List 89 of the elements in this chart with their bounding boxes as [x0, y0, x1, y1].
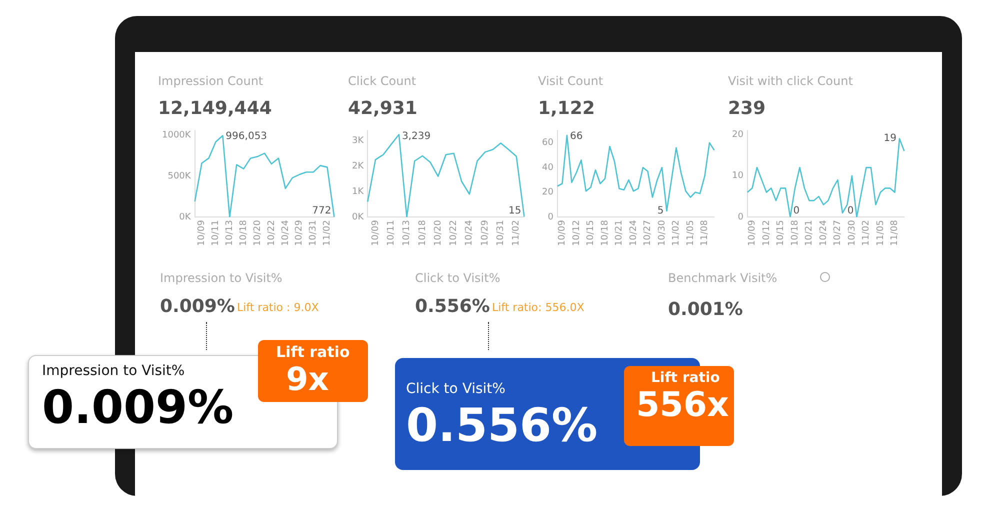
y-tick-label: 20 — [542, 188, 554, 198]
chart-title: Click Count — [348, 74, 418, 88]
chart-subtitle: 239 — [728, 98, 767, 119]
x-tick-label: 10/22 — [266, 220, 277, 246]
data-label: 66 — [570, 130, 583, 142]
x-tick-label: 10/18 — [418, 220, 428, 246]
x-tick-label: 10/30 — [847, 220, 858, 246]
text: Impression to Visit% — [42, 363, 185, 380]
chart-subtitle: 1,122 — [538, 98, 596, 119]
x-tick-label: 10/09 — [370, 220, 381, 246]
x-tick-label: 10/21 — [614, 220, 625, 246]
x-tick-label: 10/18 — [600, 220, 610, 246]
x-tick-label: 11/02 — [672, 220, 682, 246]
x-tick-label: 10/24 — [464, 220, 475, 246]
x-tick-label: 11/05 — [876, 220, 886, 246]
y-tick-label: 3K — [352, 136, 365, 146]
y-tick-label: 60 — [542, 138, 554, 148]
x-tick-label: 10/15 — [776, 220, 786, 246]
chart-subtitle: 12,149,444 — [158, 98, 273, 119]
text: Lift ratio: 556.0X — [492, 301, 584, 314]
x-tick-label: 10/13 — [225, 220, 235, 246]
x-tick-label: 10/24 — [628, 220, 639, 246]
x-tick-label: 10/27 — [833, 220, 844, 246]
y-tick-label: 20 — [732, 130, 744, 140]
x-tick-label: 10/24 — [818, 220, 829, 246]
x-tick-label: 11/08 — [700, 220, 710, 246]
x-tick-label: 11/02 — [862, 220, 872, 246]
x-tick-label: 10/29 — [294, 220, 305, 246]
text: Lift ratio : 9.0X — [237, 301, 319, 314]
text: Impression to Visit% — [160, 271, 282, 286]
text: Benchmark Visit% — [668, 271, 778, 286]
x-tick-label: 10/31 — [308, 220, 319, 246]
data-label: 3,239 — [402, 130, 431, 142]
text: Lift ratio — [651, 370, 720, 386]
y-tick-label: 1K — [352, 186, 365, 197]
x-tick-label: 10/09 — [748, 220, 758, 246]
text: Click to Visit% — [415, 271, 500, 286]
y-tick-label: 0K — [179, 212, 192, 222]
y-tick-label: 0 — [738, 212, 744, 222]
x-tick-label: 11/08 — [890, 220, 900, 246]
y-tick-label: 10 — [732, 171, 744, 182]
x-tick-label: 10/20 — [433, 220, 444, 246]
x-tick-label: 10/11 — [211, 220, 222, 246]
data-label: 996,053 — [226, 130, 268, 142]
data-label: 0 — [847, 206, 854, 217]
x-tick-label: 10/09 — [558, 220, 568, 246]
text: 0.009% — [160, 296, 235, 317]
x-tick-label: 10/21 — [804, 220, 815, 246]
y-tick-label: 0 — [548, 212, 554, 222]
text: 0.009% — [42, 380, 234, 434]
text: 0.001% — [668, 299, 743, 320]
x-tick-label: 11/02 — [512, 220, 522, 246]
y-tick-label: 500K — [168, 172, 192, 182]
x-tick-label: 10/29 — [480, 220, 490, 246]
x-tick-label: 10/22 — [449, 220, 460, 246]
data-label: 5 — [657, 205, 664, 216]
x-tick-label: 11/02 — [322, 220, 333, 246]
data-label: 772 — [312, 206, 332, 217]
y-tick-label: 1000K — [162, 130, 192, 141]
text: 556x — [636, 385, 729, 425]
text: Click to Visit% — [406, 381, 506, 398]
chart-title: Impression Count — [158, 74, 264, 88]
data-label: 15 — [508, 206, 522, 217]
x-tick-label: 10/13 — [402, 220, 412, 246]
x-tick-label: 10/30 — [657, 220, 668, 246]
chart-title: Visit with click Count — [728, 74, 854, 88]
text: 9x — [286, 360, 329, 398]
x-tick-label: 10/12 — [572, 220, 582, 246]
y-tick-label: 0K — [352, 212, 365, 222]
x-tick-label: 10/27 — [643, 220, 654, 246]
x-tick-label: 10/15 — [586, 220, 596, 246]
x-tick-label: 10/12 — [762, 220, 772, 246]
x-tick-label: 10/31 — [496, 220, 506, 246]
x-tick-label: 10/20 — [252, 220, 263, 246]
chart-title: Visit Count — [538, 74, 604, 88]
data-label: 0 — [793, 206, 800, 217]
chart-subtitle: 42,931 — [348, 98, 418, 119]
text: Lift ratio — [276, 343, 350, 361]
text: 0.556% — [415, 296, 490, 317]
y-tick-label: 40 — [542, 162, 554, 173]
x-tick-label: 10/18 — [790, 220, 800, 246]
x-tick-label: 10/18 — [238, 220, 249, 246]
x-tick-label: 10/09 — [197, 220, 208, 246]
text: 0.556% — [406, 398, 598, 452]
x-tick-label: 11/05 — [686, 220, 696, 246]
x-tick-label: 10/24 — [280, 220, 291, 246]
y-tick-label: 2K — [352, 161, 365, 172]
x-tick-label: 10/11 — [386, 220, 396, 246]
data-label: 19 — [884, 133, 896, 144]
